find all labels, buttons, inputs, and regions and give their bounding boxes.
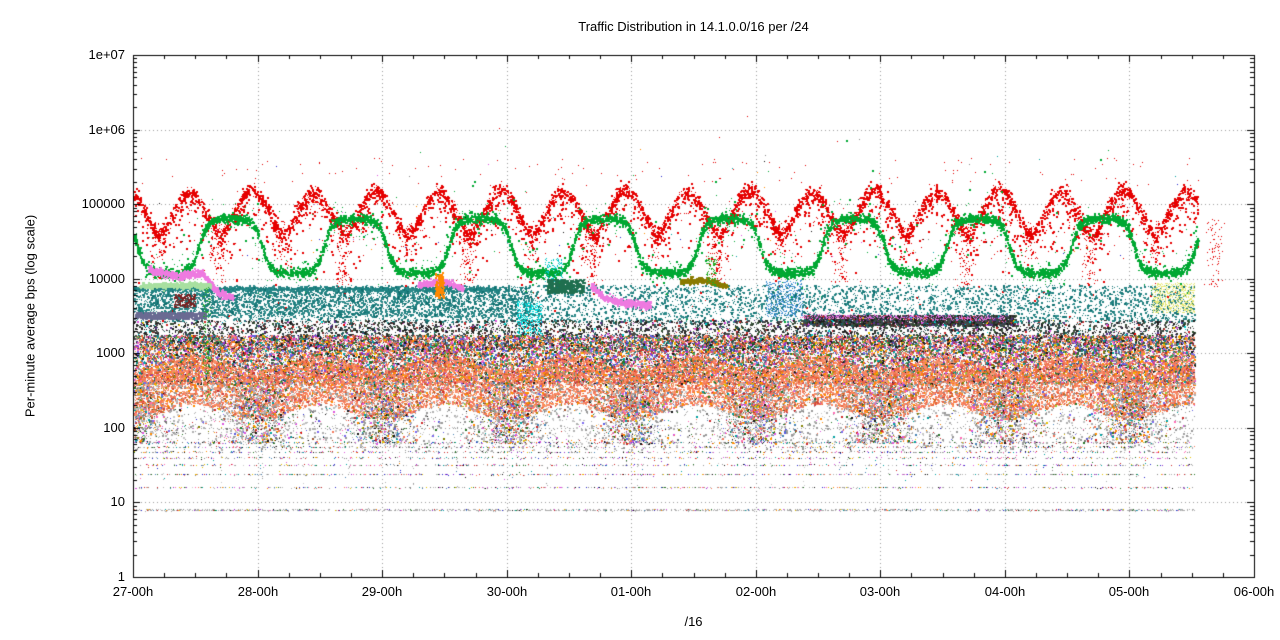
x-tick-label: 05-00h xyxy=(1108,584,1150,599)
y-tick-label: 100 xyxy=(103,420,125,435)
x-tick-label: 03-00h xyxy=(859,584,901,599)
x-axis-title: /16 xyxy=(684,614,703,629)
y-tick-label: 1e+07 xyxy=(88,47,125,62)
x-tick-label: 27-00h xyxy=(112,584,154,599)
y-tick-label: 10000 xyxy=(88,271,125,286)
y-tick-label: 1000 xyxy=(96,345,125,360)
x-tick-label: 02-00h xyxy=(735,584,777,599)
x-tick-label: 04-00h xyxy=(984,584,1026,599)
x-tick-label: 28-00h xyxy=(237,584,279,599)
x-tick-label: 30-00h xyxy=(486,584,528,599)
x-tick-label: 01-00h xyxy=(610,584,652,599)
y-axis-title: Per-minute average bps (log scale) xyxy=(22,214,38,418)
x-tick-label: 29-00h xyxy=(361,584,403,599)
chart-title: Traffic Distribution in 14.1.0.0/16 per … xyxy=(578,19,809,34)
y-tick-label: 1e+06 xyxy=(88,122,125,137)
y-tick-label: 1 xyxy=(117,569,125,584)
y-tick-label: 10 xyxy=(110,494,125,509)
x-tick-label: 06-00h xyxy=(1233,584,1275,599)
y-tick-label: 100000 xyxy=(81,196,125,211)
